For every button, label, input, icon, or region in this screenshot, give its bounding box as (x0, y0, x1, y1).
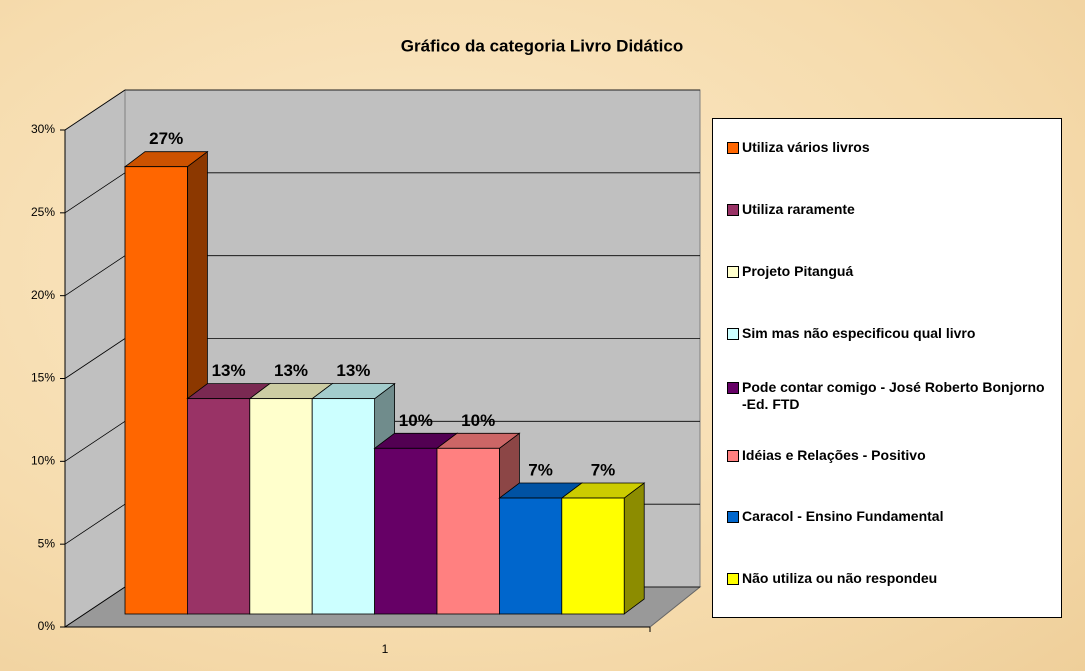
x-tick-label: 1 (382, 642, 389, 656)
grid-line (64, 255, 126, 296)
y-tick-label: 5% (38, 536, 56, 550)
legend-label: Caracol - Ensino Fundamental (742, 508, 944, 524)
value-label: 10% (461, 411, 495, 430)
y-tick-label: 15% (31, 371, 55, 385)
legend-label: Sim mas não especificou qual livro (742, 325, 976, 341)
legend-swatch (727, 142, 739, 154)
y-tick-label: 25% (31, 205, 55, 219)
legend-swatch (727, 204, 739, 216)
value-label: 13% (212, 361, 246, 380)
legend-swatch (727, 450, 739, 462)
bar (436, 447, 500, 615)
bar (561, 497, 625, 615)
legend-item: Sim mas não especificou qual livro (727, 325, 1052, 342)
value-label: 27% (149, 129, 183, 148)
legend-label: Projeto Pitanguá (742, 263, 854, 279)
bar (498, 497, 563, 615)
grid-line (64, 89, 126, 131)
value-label: 7% (591, 461, 616, 480)
bar (124, 166, 188, 615)
legend-swatch (727, 328, 739, 340)
legend-item: Pode contar comigo - José Roberto Bonjor… (727, 379, 1052, 413)
legend-item: Utiliza raramente (727, 201, 1052, 218)
legend-item: Idéias e Relações - Positivo (727, 447, 1052, 464)
value-label: 13% (336, 361, 370, 380)
legend-label: Não utiliza ou não respondeu (742, 570, 938, 586)
value-label: 10% (399, 411, 433, 430)
legend-item: Caracol - Ensino Fundamental (727, 508, 1052, 525)
legend-swatch (727, 511, 739, 523)
legend-swatch (727, 573, 739, 585)
legend-label: Utiliza raramente (742, 201, 855, 217)
legend-item: Não utiliza ou não respondeu (727, 570, 1052, 587)
y-tick-label: 10% (31, 454, 55, 468)
legend-item: Utiliza vários livros (727, 139, 1052, 156)
legend-label: Utiliza vários livros (742, 139, 870, 155)
legend-item: Projeto Pitanguá (727, 263, 1052, 280)
grid-line (64, 338, 126, 379)
bar-side (623, 482, 645, 615)
bar (249, 398, 313, 615)
chart-title: Gráfico da categoria Livro Didático (401, 36, 683, 55)
legend: Utiliza vários livros Utiliza raramente Pr… (712, 118, 1062, 618)
bar (311, 398, 376, 615)
bar (186, 398, 251, 615)
y-tick-label: 30% (31, 122, 55, 136)
grid-line (64, 586, 126, 628)
value-label: 7% (528, 461, 553, 480)
legend-label: Idéias e Relações - Positivo (742, 447, 926, 463)
grid-line (64, 421, 126, 462)
legend-label: Pode contar comigo - José Roberto Bonjor… (742, 379, 1045, 412)
grid-line (64, 172, 126, 214)
legend-swatch (727, 266, 739, 278)
value-label: 13% (274, 361, 308, 380)
legend-swatch (727, 382, 739, 394)
grid-line (64, 503, 126, 545)
y-tick-label: 0% (38, 619, 56, 633)
y-tick-label: 20% (31, 288, 55, 302)
bar (374, 447, 438, 615)
